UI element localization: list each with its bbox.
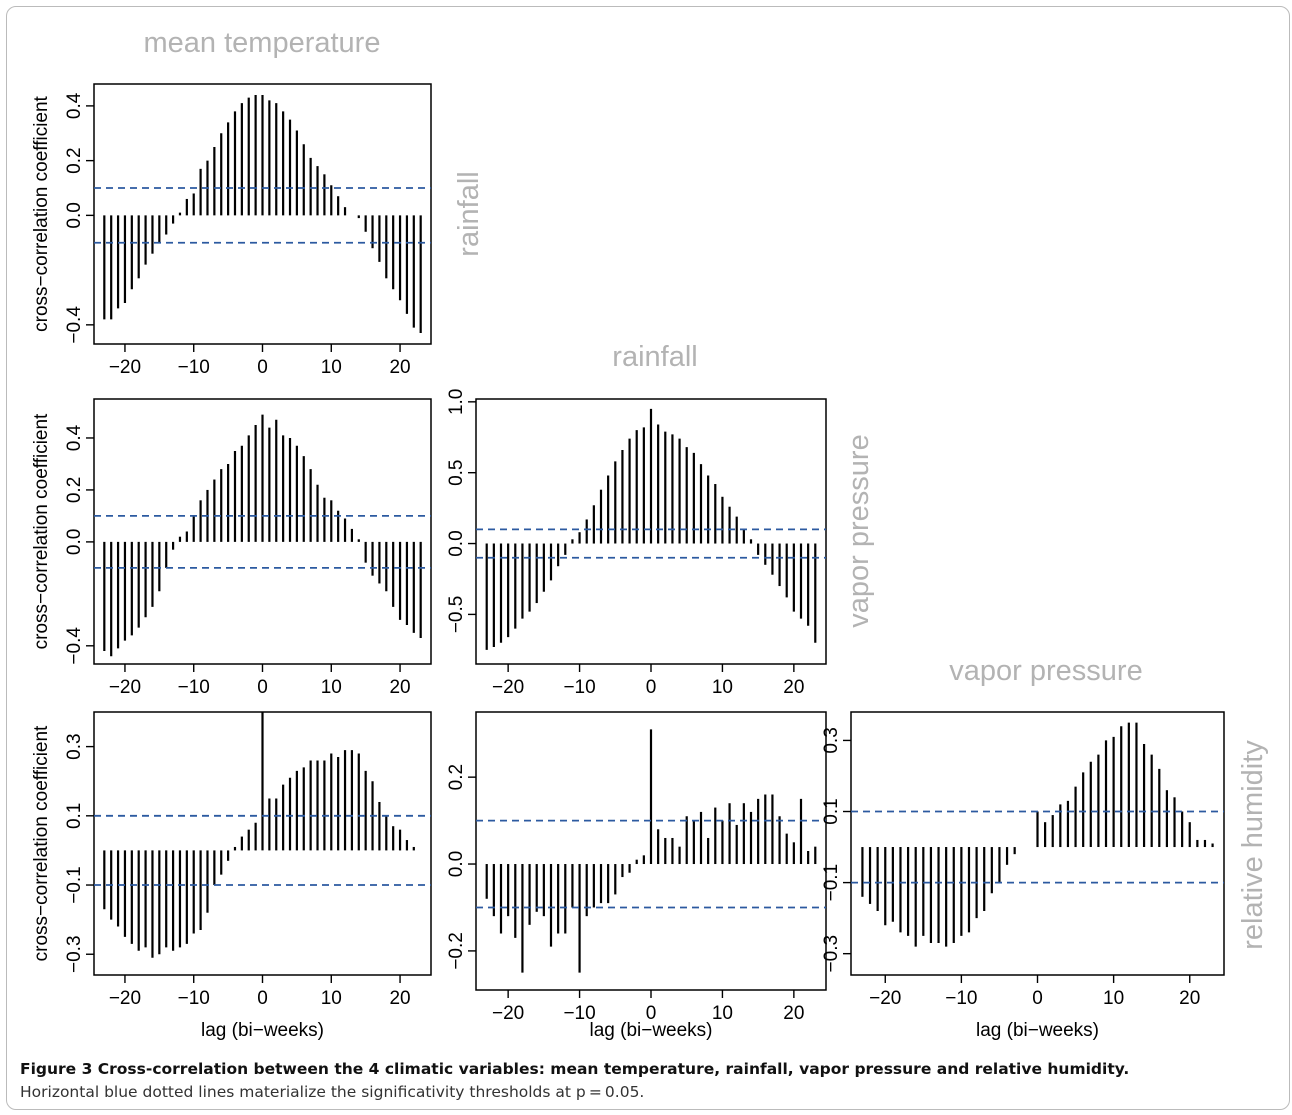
x-tick-label: 10 (321, 988, 342, 1009)
x-tick-label: 10 (712, 677, 733, 698)
x-tick-label: 0 (257, 677, 268, 698)
column-title: rainfall (612, 341, 697, 373)
caption-title: Figure 3 Cross-correlation between the 4… (20, 1060, 1130, 1078)
x-tick-label: 0 (646, 1003, 657, 1024)
caption-text: Horizontal blue dotted lines materialize… (20, 1083, 645, 1101)
panel-row3-col3: −20 −10 0 10 20 −0.3 −0.1 0.1 0.3 lag (bi−weeks) v… (821, 655, 1269, 1041)
y-tick-label: −0.1 (821, 864, 842, 902)
y-tick-label: 0.2 (446, 764, 467, 790)
figure-caption: Figure 3 Cross-correlation between the 4… (20, 1058, 1270, 1104)
y-tick-label: 0.3 (821, 727, 842, 753)
x-tick-label: 20 (389, 357, 410, 378)
y-tick-label: 0.4 (64, 92, 85, 119)
column-title: mean temperature (144, 27, 381, 59)
y-tick-label: −0.3 (821, 935, 842, 973)
x-tick-label: 10 (712, 1003, 733, 1024)
x-tick-label: 20 (1179, 988, 1200, 1009)
y-tick-label: 0.2 (64, 477, 85, 503)
x-tick-label: −20 (492, 677, 524, 698)
y-tick-label: −0.5 (446, 596, 467, 634)
x-tick-label: −20 (109, 677, 141, 698)
x-tick-label: −10 (945, 988, 977, 1009)
y-tick-label: 0.0 (64, 529, 85, 555)
x-axis-label: lag (bi−weeks) (201, 1020, 324, 1041)
y-axis-label: cross−correlation coefficient (31, 95, 52, 331)
x-tick-label: 0 (1032, 988, 1043, 1009)
y-tick-label: 0.0 (64, 202, 85, 228)
x-tick-label: −20 (492, 1003, 524, 1024)
y-tick-label: 0.2 (64, 147, 85, 173)
y-tick-label: 0.0 (446, 530, 467, 556)
x-axis-label: lag (bi−weeks) (589, 1020, 712, 1041)
x-tick-label: 10 (321, 677, 342, 698)
y-tick-label: 0.4 (64, 424, 85, 451)
x-tick-label: −10 (563, 1003, 595, 1024)
row-title: relative humidity (1237, 740, 1269, 950)
y-tick-label: −0.1 (64, 866, 85, 904)
y-axis-label: cross−correlation coefficient (31, 725, 52, 961)
x-tick-label: 0 (257, 357, 268, 378)
y-tick-label: 0.5 (446, 459, 467, 485)
x-tick-label: −10 (178, 988, 210, 1009)
row-title: rainfall (453, 171, 485, 256)
y-axis-label: cross−correlation coefficient (31, 413, 52, 649)
y-tick-label: −0.4 (64, 627, 85, 665)
x-tick-label: 0 (257, 988, 268, 1009)
panel-row2-col2: −20 −10 0 10 20 −0.5 0.0 0.5 1.0 rainfall vapor pr… (446, 341, 875, 698)
x-tick-label: −20 (109, 357, 141, 378)
x-tick-label: −10 (178, 677, 210, 698)
panel-row2-col1: −20 −10 0 10 20 −0.4 0.0 0.2 0.4 cross−correlatio… (31, 398, 432, 698)
x-tick-label: 20 (783, 1003, 804, 1024)
x-tick-label: −10 (178, 357, 210, 378)
x-tick-label: 0 (646, 677, 657, 698)
figure-frame (6, 6, 1290, 1110)
y-tick-label: 1.0 (446, 389, 467, 415)
y-tick-label: −0.2 (446, 932, 467, 970)
row-title: vapor pressure (843, 434, 875, 627)
x-tick-label: 20 (389, 988, 410, 1009)
y-tick-label: −0.4 (64, 306, 85, 344)
x-tick-label: 10 (321, 357, 342, 378)
y-tick-label: 0.1 (821, 798, 842, 824)
x-tick-label: 10 (1103, 988, 1124, 1009)
panel-row3-col2: −20 −10 0 10 20 −0.2 0.0 0.2 lag (bi−weeks) (446, 711, 827, 1041)
panel-row3-col1: −20 −10 0 10 20 −0.3 −0.1 0.1 0.3 cross−correlati… (31, 711, 432, 1041)
x-tick-label: −10 (563, 677, 595, 698)
y-tick-label: 0.3 (64, 733, 85, 759)
y-tick-label: 0.1 (64, 803, 85, 829)
x-tick-label: −20 (869, 988, 901, 1009)
y-tick-label: −0.3 (64, 935, 85, 973)
x-tick-label: −20 (109, 988, 141, 1009)
y-tick-label: 0.0 (446, 851, 467, 877)
x-axis-label: lag (bi−weeks) (976, 1020, 1099, 1041)
panel-row1-col1: −20 −10 0 10 20 −0.4 0.0 0.2 0.4 cross−correlatio… (31, 27, 485, 378)
column-title: vapor pressure (949, 655, 1142, 687)
x-tick-label: 20 (389, 677, 410, 698)
x-tick-label: 20 (783, 677, 804, 698)
